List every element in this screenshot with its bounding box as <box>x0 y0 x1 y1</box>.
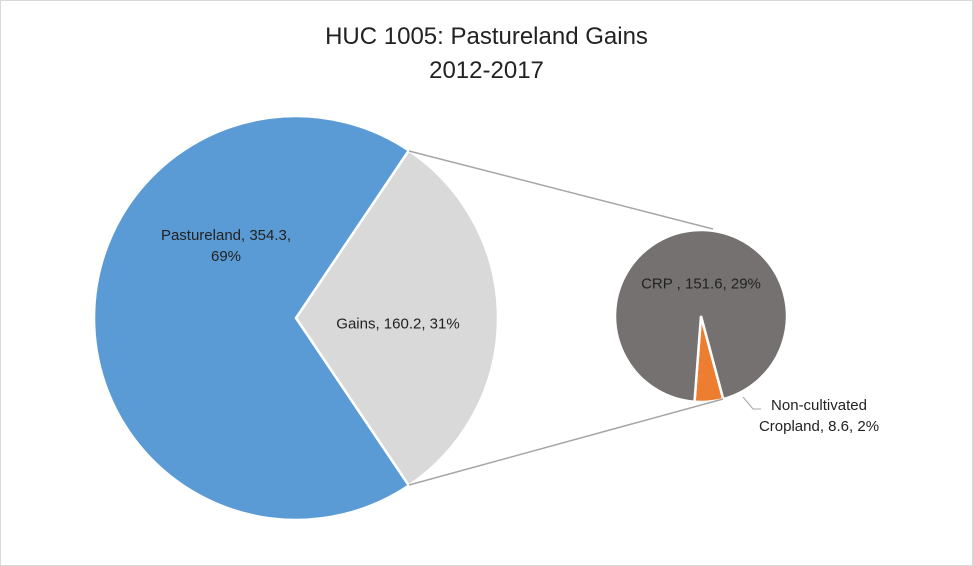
data-label: Pastureland, 354.3, 69% <box>160 227 292 265</box>
data-label: Non-cultivated Cropland, 8.6, 2% <box>758 397 880 435</box>
connector-line <box>408 398 724 486</box>
pie-slice <box>92 114 411 522</box>
data-label: CRP , 151.6, 29% <box>641 275 761 293</box>
leader-line <box>742 396 761 410</box>
pie-slice <box>294 148 500 488</box>
chart-title: HUC 1005: Pastureland Gains <box>325 23 648 50</box>
chart-subtitle: 2012-2017 <box>429 57 544 84</box>
data-label: Gains, 160.2, 31% <box>336 315 460 333</box>
pie-slice <box>613 228 789 404</box>
connector-line <box>408 150 714 230</box>
